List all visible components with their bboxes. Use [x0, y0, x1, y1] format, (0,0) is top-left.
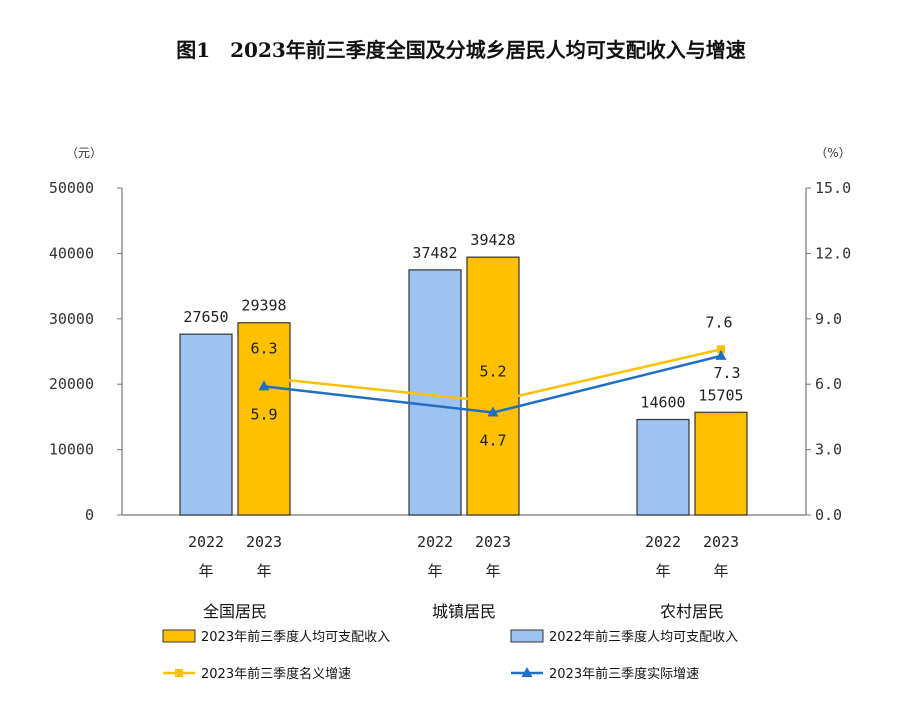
year-suffix-label: 年 [485, 562, 500, 580]
legend-real-growth: 2023年前三季度实际增速 [511, 666, 699, 682]
legend-nominal-growth: 2023年前三季度名义增速 [163, 666, 351, 682]
right-tick-label: 12.0 [815, 244, 851, 262]
nominal-growth-label: 5.2 [479, 363, 506, 381]
real-growth-label: 4.7 [479, 432, 506, 450]
right-tick-label: 15.0 [815, 179, 851, 197]
bar-2023 [466, 256, 520, 516]
left-tick-label: 50000 [49, 179, 94, 197]
year-label: 2023 [246, 533, 282, 551]
year-suffix-label: 年 [427, 562, 442, 580]
legend-triangle-marker [521, 667, 533, 677]
year-suffix-label: 年 [713, 562, 728, 580]
real-growth-marker [258, 380, 270, 391]
nominal-growth-marker [717, 345, 725, 354]
right-axis-unit: （%） [815, 146, 850, 160]
legend: 2023年前三季度人均可支配收入 2022年前三季度人均可支配收入 2023年前三季… [162, 629, 738, 682]
bar-2023 [237, 322, 291, 516]
bar-2023 [694, 411, 748, 516]
real-growth-label: 7.3 [713, 364, 740, 382]
real-growth-marker [487, 406, 499, 417]
left-tick-label: 40000 [49, 244, 94, 262]
real-growth-marker [715, 349, 727, 360]
left-tick-label: 20000 [49, 375, 94, 393]
plot-area: 0 10000 20000 30000 40000 50000 0.0 3.0 6.0 9.0 12… [49, 179, 851, 621]
year-label: 2023 [475, 533, 511, 551]
chart-title: 图1 2023年前三季度全国及分城乡居民人均可支配收入与增速 [176, 38, 746, 62]
bar-value-label: 39428 [470, 231, 515, 249]
legend-bar-2023: 2023年前三季度人均可支配收入 [162, 629, 390, 645]
bar-2022 [179, 333, 233, 516]
right-tick-label: 9.0 [815, 310, 842, 328]
left-tick-label: 30000 [49, 310, 94, 328]
legend-label: 2023年前三季度实际增速 [549, 666, 699, 682]
left-tick-label: 0 [85, 506, 94, 524]
bar-value-label: 29398 [241, 297, 286, 315]
bar-value-label: 14600 [640, 394, 685, 412]
year-label: 2022 [417, 533, 453, 551]
year-label: 2022 [645, 533, 681, 551]
right-tick-label: 0.0 [815, 506, 842, 524]
nominal-growth-label: 7.6 [705, 313, 732, 331]
left-axis-unit: （元） [66, 146, 102, 160]
year-label: 2022 [188, 533, 224, 551]
legend-bar-2022: 2022年前三季度人均可支配收入 [510, 629, 738, 645]
nominal-growth-label: 6.3 [250, 340, 277, 358]
year-suffix-label: 年 [198, 562, 213, 580]
legend-label: 2022年前三季度人均可支配收入 [549, 629, 738, 645]
legend-label: 2023年前三季度名义增速 [201, 666, 351, 682]
bar-value-label: 15705 [698, 386, 743, 404]
legend-swatch [510, 629, 544, 643]
category-label: 农村居民 [660, 602, 724, 621]
nominal-growth-marker [489, 397, 497, 406]
real-growth-label: 5.9 [250, 405, 277, 423]
legend-label: 2023年前三季度人均可支配收入 [201, 629, 390, 645]
legend-swatch [162, 629, 196, 643]
category-label: 全国居民 [203, 602, 267, 621]
bar-value-label: 27650 [183, 308, 228, 326]
year-suffix-label: 年 [256, 562, 271, 580]
legend-square-marker [175, 669, 183, 677]
left-tick-label: 10000 [49, 441, 94, 459]
nominal-growth-marker [260, 373, 268, 382]
year-label: 2023 [703, 533, 739, 551]
category-label: 城镇居民 [432, 602, 496, 621]
bar-value-label: 37482 [412, 244, 457, 262]
right-tick-label: 6.0 [815, 375, 842, 393]
year-suffix-label: 年 [655, 562, 670, 580]
right-tick-label: 3.0 [815, 441, 842, 459]
bar-2022 [636, 418, 690, 516]
